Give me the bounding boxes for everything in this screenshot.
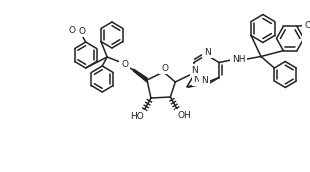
Text: N: N [201, 76, 208, 85]
Text: O: O [78, 26, 85, 35]
Text: O: O [121, 60, 128, 68]
Text: OH: OH [177, 110, 191, 120]
Text: N: N [204, 47, 211, 56]
Text: O: O [161, 63, 168, 73]
Text: HO: HO [131, 111, 144, 121]
Text: N: N [193, 75, 200, 84]
Polygon shape [133, 69, 147, 82]
Text: N: N [191, 66, 198, 74]
Text: NH: NH [232, 55, 245, 64]
Text: O: O [69, 25, 76, 35]
Text: O: O [304, 21, 310, 30]
